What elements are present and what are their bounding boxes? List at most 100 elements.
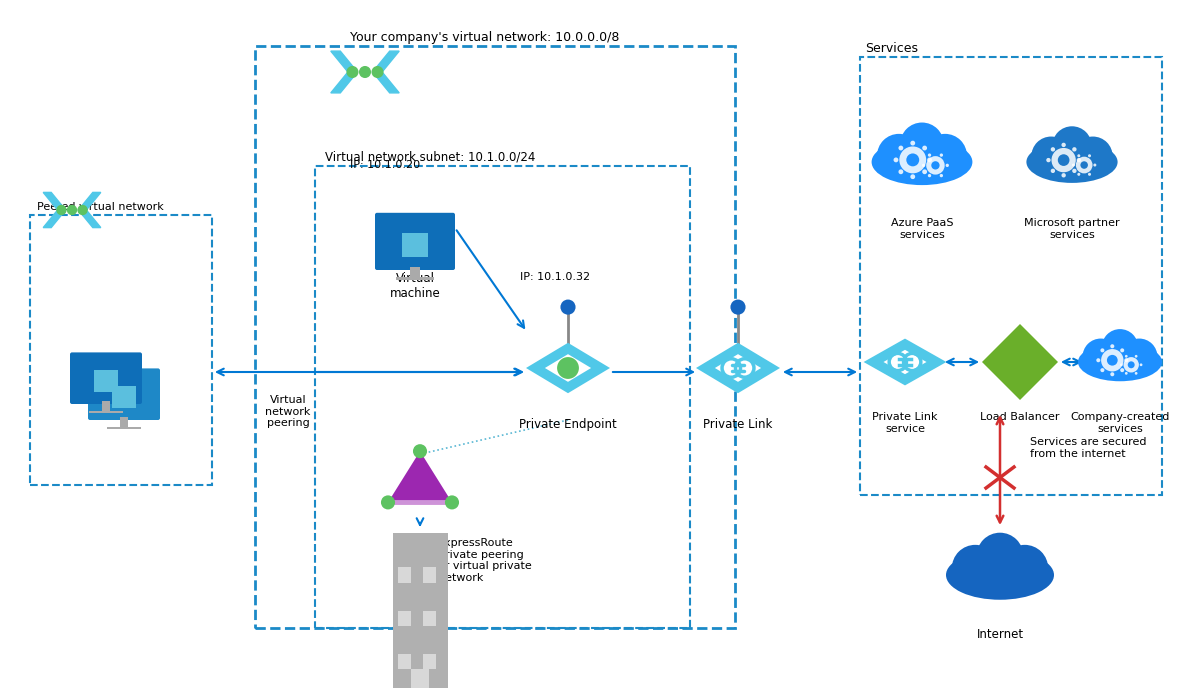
Circle shape <box>1046 158 1051 162</box>
Circle shape <box>928 174 931 177</box>
Circle shape <box>1088 154 1091 158</box>
Circle shape <box>67 206 77 214</box>
Circle shape <box>413 444 427 458</box>
Bar <box>89 410 124 413</box>
Polygon shape <box>982 324 1058 400</box>
Polygon shape <box>331 51 358 93</box>
Bar <box>412 669 428 688</box>
Circle shape <box>922 164 925 167</box>
Circle shape <box>1106 355 1117 365</box>
Circle shape <box>940 174 943 177</box>
FancyBboxPatch shape <box>376 213 455 270</box>
Polygon shape <box>78 193 101 228</box>
Text: Microsoft partner
services: Microsoft partner services <box>1024 218 1120 239</box>
Polygon shape <box>373 51 400 93</box>
Circle shape <box>1062 143 1066 147</box>
Circle shape <box>1080 161 1088 169</box>
Circle shape <box>1052 126 1092 166</box>
Bar <box>410 267 420 279</box>
Text: Private Link
service: Private Link service <box>872 412 937 433</box>
Circle shape <box>899 146 926 174</box>
Circle shape <box>1124 372 1128 375</box>
Circle shape <box>1088 173 1091 176</box>
Circle shape <box>894 158 899 162</box>
Bar <box>254 46 734 628</box>
Polygon shape <box>526 343 610 393</box>
Circle shape <box>372 66 383 77</box>
Circle shape <box>1031 136 1070 176</box>
Circle shape <box>1001 545 1048 592</box>
Circle shape <box>557 357 578 379</box>
Circle shape <box>1110 372 1115 377</box>
Circle shape <box>1121 339 1158 375</box>
Circle shape <box>1140 363 1142 366</box>
Circle shape <box>1051 147 1055 151</box>
Circle shape <box>952 545 998 592</box>
Circle shape <box>1072 169 1076 173</box>
Circle shape <box>1058 154 1069 166</box>
Circle shape <box>1093 164 1097 167</box>
Circle shape <box>380 496 395 510</box>
Bar <box>424 567 436 582</box>
Circle shape <box>1051 148 1076 172</box>
Text: Services are secured
from the internet: Services are secured from the internet <box>1030 438 1146 458</box>
Polygon shape <box>883 350 926 374</box>
Polygon shape <box>864 339 947 386</box>
Text: Internet: Internet <box>977 628 1024 641</box>
Circle shape <box>1120 368 1124 372</box>
Ellipse shape <box>871 139 972 185</box>
Circle shape <box>1100 349 1104 352</box>
Bar <box>860 57 1162 495</box>
Circle shape <box>911 174 916 179</box>
Text: Services: Services <box>865 42 918 55</box>
Text: Virtual network subnet: 10.1.0.0/24: Virtual network subnet: 10.1.0.0/24 <box>325 151 535 164</box>
Circle shape <box>926 156 944 174</box>
Text: Private Link: Private Link <box>703 418 773 431</box>
FancyBboxPatch shape <box>402 232 428 258</box>
Circle shape <box>906 153 919 167</box>
Circle shape <box>731 300 745 315</box>
Circle shape <box>923 134 967 178</box>
FancyBboxPatch shape <box>70 352 142 404</box>
Circle shape <box>560 300 576 315</box>
Circle shape <box>360 66 371 77</box>
Text: Private Endpoint: Private Endpoint <box>520 418 617 431</box>
Circle shape <box>977 533 1024 580</box>
Text: Virtual
machine: Virtual machine <box>390 272 440 300</box>
Circle shape <box>1076 157 1092 174</box>
Bar <box>398 567 410 582</box>
Circle shape <box>1078 154 1080 158</box>
Circle shape <box>1135 355 1138 358</box>
Circle shape <box>946 164 949 167</box>
Bar <box>30 215 212 485</box>
Circle shape <box>1102 349 1123 372</box>
Circle shape <box>1135 372 1138 375</box>
Bar <box>424 654 436 669</box>
Ellipse shape <box>1078 343 1162 382</box>
Circle shape <box>923 146 928 150</box>
Polygon shape <box>388 452 452 503</box>
Circle shape <box>1072 147 1076 151</box>
Circle shape <box>1073 136 1112 176</box>
Circle shape <box>1102 329 1139 365</box>
Bar <box>398 610 410 626</box>
Polygon shape <box>545 354 592 382</box>
Circle shape <box>1120 363 1123 366</box>
Polygon shape <box>43 193 66 228</box>
Text: Your company's virtual network: 10.0.0.0/8: Your company's virtual network: 10.0.0.0… <box>350 31 619 44</box>
Polygon shape <box>696 343 780 393</box>
Circle shape <box>78 206 88 214</box>
Circle shape <box>1100 368 1104 372</box>
Circle shape <box>1120 349 1124 352</box>
Circle shape <box>940 153 943 157</box>
Circle shape <box>928 153 931 157</box>
Circle shape <box>877 134 920 178</box>
Circle shape <box>911 141 916 146</box>
Ellipse shape <box>1026 141 1117 183</box>
Circle shape <box>1110 344 1115 349</box>
Polygon shape <box>715 354 761 382</box>
Ellipse shape <box>946 550 1054 600</box>
Circle shape <box>1076 158 1081 162</box>
Circle shape <box>923 169 928 174</box>
Circle shape <box>1124 358 1128 363</box>
